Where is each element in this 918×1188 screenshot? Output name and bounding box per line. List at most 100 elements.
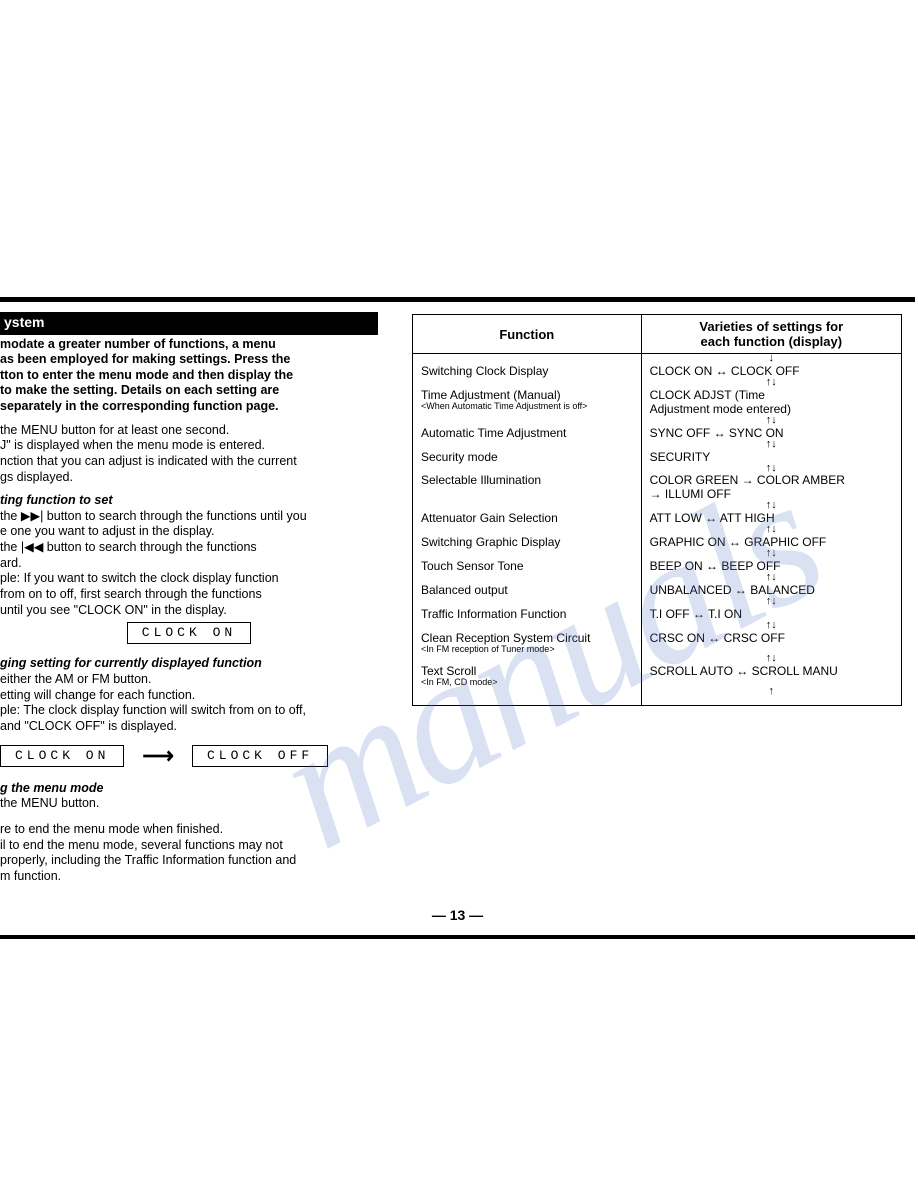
table-connector-row: ↑↓ (413, 416, 902, 426)
table-row: Text Scroll<In FM, CD mode>SCROLL AUTO ↔… (413, 664, 902, 687)
connector-arrows: ↑↓ (641, 440, 901, 450)
table-connector-row: ↑↓ (413, 501, 902, 511)
function-name-cell: Balanced output (413, 583, 642, 597)
table-connector-row: ↓ (413, 354, 902, 364)
function-name-cell: Text Scroll<In FM, CD mode> (413, 664, 642, 687)
connector-arrows: ↑↓ (641, 573, 901, 583)
connector-empty (413, 654, 642, 664)
step1-line-c: nction that you can adjust is indicated … (0, 454, 378, 485)
connector-arrows: ↑↓ (641, 501, 901, 511)
connector-arrows: ↑↓ (641, 378, 901, 388)
col-header-function: Function (413, 315, 642, 354)
step4: the MENU button. (0, 796, 378, 812)
function-name-cell: Touch Sensor Tone (413, 559, 642, 573)
connector-empty (413, 525, 642, 535)
table-connector-row: ↑↓ (413, 597, 902, 607)
connector-empty (413, 621, 642, 631)
connector-arrows: ↑↓ (641, 525, 901, 535)
function-name-cell: Selectable Illumination (413, 473, 642, 501)
function-name-cell: Security mode (413, 450, 642, 464)
step2-a: the ▶▶| button to search through the fun… (0, 509, 378, 525)
table-row: Traffic Information FunctionT.I OFF ↔ T.… (413, 607, 902, 621)
connector-arrows: ↑↓ (641, 464, 901, 474)
connector-empty (413, 687, 642, 705)
step1: the MENU button for at least one second.… (0, 423, 378, 486)
function-name-cell: Attenuator Gain Selection (413, 511, 642, 525)
table-row: Balanced outputUNBALANCED ↔ BALANCED (413, 583, 902, 597)
connector-arrows: ↑↓ (641, 597, 901, 607)
connector-arrows: ↑ (641, 687, 901, 705)
connector-empty (413, 416, 642, 426)
heading-change-setting: ging setting for currently displayed fun… (0, 656, 378, 672)
lcd-clock-off: CLOCK OFF (192, 745, 328, 767)
table-row: Attenuator Gain SelectionATT LOW ↔ ATT H… (413, 511, 902, 525)
table-row: Automatic Time AdjustmentSYNC OFF ↔ SYNC… (413, 426, 902, 440)
connector-empty (413, 549, 642, 559)
table-row: Clean Reception System Circuit<In FM rec… (413, 631, 902, 654)
table-connector-row: ↑↓ (413, 654, 902, 664)
table-row: Switching Clock DisplayCLOCK ON ↔ CLOCK … (413, 364, 902, 378)
function-sub-note: <When Automatic Time Adjustment is off> (421, 402, 633, 411)
right-column: Function Varieties of settings for each … (390, 302, 915, 706)
step2-c: the |◀◀ button to search through the fun… (0, 540, 378, 556)
table-connector-row: ↑↓ (413, 621, 902, 631)
step4-a: the MENU button. (0, 796, 378, 812)
table-connector-row: ↑↓ (413, 440, 902, 450)
table-header-row: Function Varieties of settings for each … (413, 315, 902, 354)
table-row: Switching Graphic DisplayGRAPHIC ON ↔ GR… (413, 535, 902, 549)
connector-arrows: ↓ (641, 354, 901, 364)
step2-b: e one you want to adjust in the display. (0, 524, 378, 540)
step3: either the AM or FM button. etting will … (0, 672, 378, 771)
table-connector-row: ↑↓ (413, 549, 902, 559)
step2-example: ple: If you want to switch the clock dis… (0, 571, 378, 618)
table-row: Touch Sensor ToneBEEP ON ↔ BEEP OFF (413, 559, 902, 573)
function-name-cell: Switching Graphic Display (413, 535, 642, 549)
lcd-transition-row: CLOCK ON ⟶ CLOCK OFF (0, 741, 378, 771)
table-row: Time Adjustment (Manual)<When Automatic … (413, 388, 902, 416)
connector-empty (413, 440, 642, 450)
connector-arrows: ↑↓ (641, 621, 901, 631)
note-a: re to end the menu mode when finished. (0, 822, 378, 838)
step3-b: etting will change for each function. (0, 688, 378, 704)
table-body: ↓Switching Clock DisplayCLOCK ON ↔ CLOCK… (413, 354, 902, 706)
page-frame: ystem modate a greater number of functio… (0, 297, 915, 939)
table-connector-row: ↑↓ (413, 464, 902, 474)
function-name-cell: Time Adjustment (Manual)<When Automatic … (413, 388, 642, 416)
connector-empty (413, 464, 642, 474)
table-row: Selectable IlluminationCOLOR GREEN → COL… (413, 473, 902, 501)
function-name-cell: Switching Clock Display (413, 364, 642, 378)
note-d: m function. (0, 869, 378, 885)
function-sub-note: <In FM, CD mode> (421, 678, 633, 687)
note-b: il to end the menu mode, several functio… (0, 838, 378, 854)
arrow-icon: ⟶ (142, 742, 174, 770)
connector-empty (413, 597, 642, 607)
connector-empty (413, 378, 642, 388)
connector-arrows: ↑↓ (641, 416, 901, 426)
heading-select-function: ting function to set (0, 493, 378, 509)
left-column: ystem modate a greater number of functio… (0, 302, 390, 893)
intro-bold: modate a greater number of functions, a … (0, 337, 378, 415)
function-name-cell: Clean Reception System Circuit<In FM rec… (413, 631, 642, 654)
connector-empty (413, 354, 642, 364)
table-connector-row: ↑↓ (413, 573, 902, 583)
note-block: re to end the menu mode when finished. i… (0, 822, 378, 885)
function-name-cell: Automatic Time Adjustment (413, 426, 642, 440)
table-connector-row: ↑↓ (413, 525, 902, 535)
step1-line-a: the MENU button for at least one second. (0, 423, 378, 439)
step1-line-b: J" is displayed when the menu mode is en… (0, 438, 378, 454)
col-header-settings: Varieties of settings for each function … (641, 315, 901, 354)
function-sub-note: <In FM reception of Tuner mode> (421, 645, 633, 654)
step3-example: ple: The clock display function will swi… (0, 703, 378, 734)
note-c: properly, including the Traffic Informat… (0, 853, 378, 869)
section-header: ystem (0, 312, 378, 335)
connector-empty (413, 573, 642, 583)
table-row: Security modeSECURITY (413, 450, 902, 464)
connector-arrows: ↑↓ (641, 549, 901, 559)
setting-value-cell: CRSC ON ↔ CRSC OFF (641, 631, 901, 654)
lcd-clock-on: CLOCK ON (127, 622, 251, 644)
setting-value-cell: CLOCK ADJST (Time Adjustment mode entere… (641, 388, 901, 416)
lcd-clock-on-2: CLOCK ON (0, 745, 124, 767)
heading-exit-menu: g the menu mode (0, 781, 378, 797)
content-row: ystem modate a greater number of functio… (0, 302, 915, 893)
page-number: — 13 — (0, 907, 915, 923)
